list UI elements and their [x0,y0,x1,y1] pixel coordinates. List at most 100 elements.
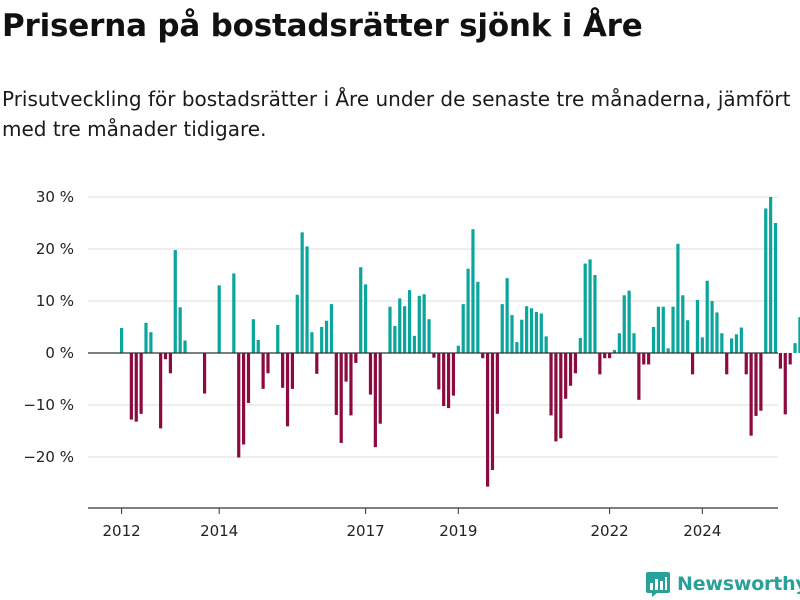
bar [388,306,392,353]
bar [700,337,704,353]
bar [373,353,377,448]
bar [749,353,753,436]
bar [608,353,612,359]
bar [446,353,451,409]
bar [632,333,636,353]
y-tick-label: 20 % [36,240,74,258]
bar [295,294,299,353]
gridlines [88,196,778,458]
bar [300,232,304,353]
bar [651,327,656,353]
bar [525,306,529,353]
y-tick-label: −10 % [23,396,74,414]
x-tick-label: 2024 [683,522,721,540]
bar [422,294,426,353]
bar [617,333,621,353]
bar [432,353,436,358]
bar [378,353,382,424]
bar [744,353,748,375]
x-tick-label: 2017 [347,522,385,540]
bar [666,348,670,353]
x-tick-label: 2012 [103,522,141,540]
bar [364,284,368,353]
bar [334,353,338,415]
brand-name: Newsworthy [677,573,800,595]
bar [681,295,685,353]
bar [398,298,402,353]
bar [285,353,290,427]
bar [778,353,782,369]
bar [793,343,797,353]
bar [549,353,553,416]
y-tick-label: 0 % [45,344,74,362]
bar [705,280,709,353]
bar [466,268,470,353]
bar [534,311,538,353]
axes [88,352,778,514]
bar [329,304,334,353]
bar [568,353,573,386]
bar [163,353,168,360]
bar [783,353,787,415]
bars [120,197,800,487]
bar [310,332,314,353]
bar [622,295,626,353]
y-tick-label: −20 % [23,448,74,466]
bar [202,353,207,394]
labels: 30 % 20 % 10 % 0 % −10 % −20 % 2012 2014 2017 201… [23,188,721,540]
bar [798,317,800,353]
bar [564,353,568,399]
bar [505,278,509,353]
x-tick-label: 2022 [591,522,629,540]
page-subtitle: Prisutveckling för bostadsrätter i Åre u… [2,87,791,141]
bar [471,229,475,353]
bar [149,332,153,353]
bar [144,322,148,353]
bar [315,353,319,374]
bar [427,319,431,353]
bar [276,324,280,353]
y-tick-label: 30 % [36,188,74,206]
bar [671,306,675,353]
bar [559,353,563,439]
bar [715,312,719,353]
bar [251,319,255,353]
bar [593,275,597,353]
bar [544,336,548,353]
bar [349,353,353,416]
bar [261,353,265,389]
bar [788,353,792,365]
bar [368,353,373,395]
bar [344,353,348,382]
bar [120,328,124,353]
bar [676,243,680,353]
bar [730,338,734,353]
bar [437,353,441,390]
bar [178,307,182,353]
bar [354,353,358,363]
bar [266,353,270,374]
bar [246,353,251,403]
bar [490,353,495,470]
bar [642,353,646,365]
bar [359,267,363,353]
bar [456,345,460,353]
bar [754,353,758,416]
bar [515,342,519,353]
bar [232,273,236,353]
bar [139,353,143,414]
y-tick-label: 10 % [36,292,74,310]
bar [339,353,343,443]
bar [183,340,187,353]
bar [725,353,729,375]
bar [539,313,543,353]
bar [769,197,773,353]
bar [481,353,485,359]
bar [134,353,138,422]
bar [695,299,700,353]
bar [529,308,534,353]
bar [627,290,631,353]
bar [612,349,617,353]
newsworthy-logo-icon [646,572,670,597]
